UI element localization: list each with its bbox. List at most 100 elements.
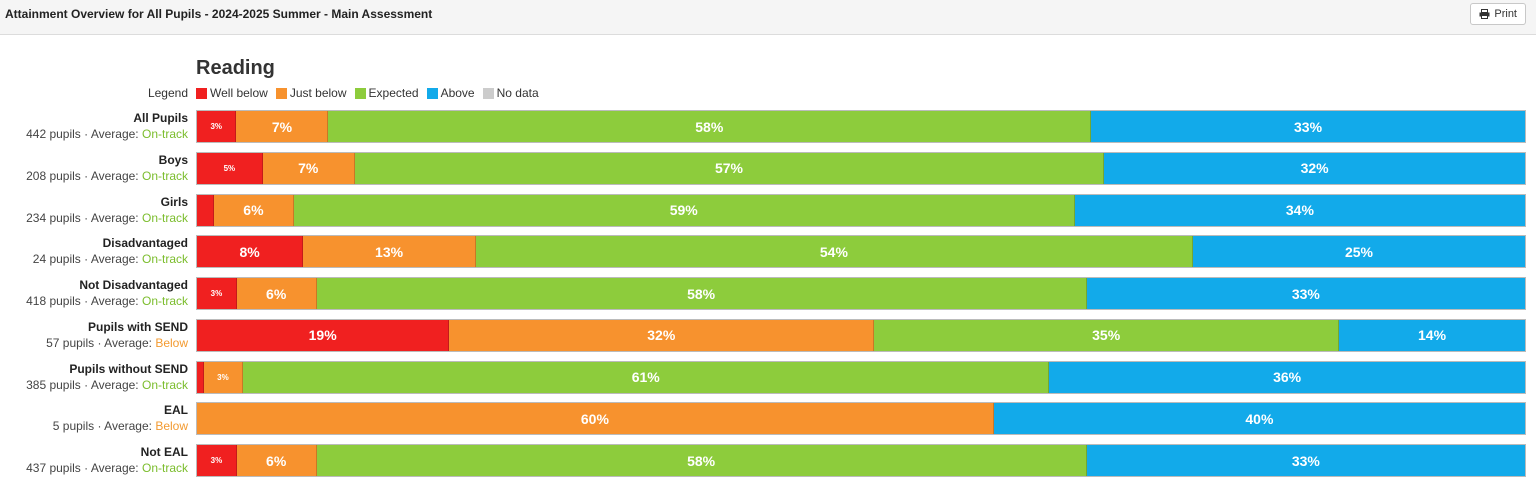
legend-item-well-below: Well below bbox=[196, 86, 268, 100]
bar-segment-above[interactable]: 14% bbox=[1339, 319, 1525, 351]
chart-rows: All Pupils 442 pupils · Average: On-track… bbox=[0, 110, 1536, 486]
bar-segment-expected[interactable]: 58% bbox=[316, 278, 1087, 309]
bar-segment-just-below[interactable]: 7% bbox=[262, 152, 355, 184]
bar-segment-just-below[interactable]: 7% bbox=[236, 111, 329, 142]
chart-row-not-eal: Not EAL 437 pupils · Average: On-track 3% 6… bbox=[0, 444, 1536, 486]
pupil-count: 418 pupils bbox=[26, 294, 81, 308]
bar-segment-just-below[interactable]: 6% bbox=[236, 278, 317, 309]
bar-segment-well-below[interactable]: 5% bbox=[197, 152, 263, 184]
average-label: Average: bbox=[90, 168, 142, 183]
stacked-bar[interactable]: 6% 59% 34% bbox=[196, 193, 1526, 227]
bar-segment-well-below[interactable]: 8% bbox=[197, 236, 304, 268]
group-name: Pupils with SEND bbox=[87, 319, 188, 334]
pupil-count: 208 pupils bbox=[26, 168, 81, 183]
average-label: Average: bbox=[104, 335, 156, 350]
bar-segment-above[interactable]: 33% bbox=[1086, 278, 1525, 309]
pupil-count: 24 pupils bbox=[32, 252, 81, 267]
bar-segment-just-below[interactable]: 13% bbox=[303, 236, 476, 268]
bar-segment-expected[interactable]: 61% bbox=[243, 361, 1050, 393]
bar-segment-well-below[interactable]: 19% bbox=[197, 319, 450, 351]
group-summary: 385 pupils · Average: On-track bbox=[0, 377, 188, 393]
bar-segment-well-below[interactable] bbox=[197, 194, 215, 226]
group-summary: 418 pupils · Average: On-track bbox=[0, 293, 188, 309]
stacked-bar[interactable]: 3% 7% 58% 33% bbox=[196, 110, 1526, 143]
group-name: Girls bbox=[160, 194, 188, 209]
bar-segment-above[interactable]: 33% bbox=[1091, 111, 1525, 142]
bar-segment-above[interactable]: 32% bbox=[1104, 152, 1525, 184]
chart-row-girls: Girls 234 pupils · Average: On-track 6% 59%… bbox=[0, 193, 1536, 236]
legend-label: Well below bbox=[210, 86, 268, 100]
average-status: On-track bbox=[141, 377, 188, 392]
average-status: On-track bbox=[141, 461, 188, 475]
separator: · bbox=[80, 377, 91, 392]
average-status: Below bbox=[155, 335, 188, 350]
group-name: EAL bbox=[164, 403, 188, 418]
chart-row-pupils-with-send: Pupils with SEND 57 pupils · Average: Bel… bbox=[0, 318, 1536, 361]
group-summary: 442 pupils · Average: On-track bbox=[0, 126, 188, 142]
bar-segment-above[interactable]: 33% bbox=[1086, 445, 1525, 476]
bar-segment-just-below[interactable]: 60% bbox=[197, 403, 994, 435]
bar-segment-well-below[interactable] bbox=[197, 361, 204, 393]
group-summary: 437 pupils · Average: On-track bbox=[0, 460, 188, 476]
stacked-bar[interactable]: 3% 61% 36% bbox=[196, 360, 1526, 394]
group-summary: 24 pupils · Average: On-track bbox=[0, 251, 188, 267]
legend-label: No data bbox=[496, 86, 539, 100]
row-label: EAL 5 pupils · Average: Below bbox=[0, 402, 188, 434]
chart-row-eal: EAL 5 pupils · Average: Below 60% 40% bbox=[0, 402, 1536, 444]
bar-segment-just-below[interactable]: 3% bbox=[203, 361, 244, 393]
stacked-bar[interactable]: 3% 6% 58% 33% bbox=[196, 277, 1526, 310]
average-status: On-track bbox=[141, 210, 188, 225]
bar-segment-well-below[interactable]: 3% bbox=[197, 278, 237, 309]
chart-row-all-pupils: All Pupils 442 pupils · Average: On-track… bbox=[0, 110, 1536, 152]
bar-segment-expected[interactable]: 54% bbox=[475, 236, 1193, 268]
pupil-count: 437 pupils bbox=[26, 461, 81, 475]
bar-segment-expected[interactable]: 57% bbox=[354, 152, 1105, 184]
separator: · bbox=[80, 461, 91, 475]
stacked-bar[interactable]: 8% 13% 54% 25% bbox=[196, 235, 1526, 269]
bar-segment-just-below[interactable]: 6% bbox=[236, 445, 317, 476]
row-label: Not EAL 437 pupils · Average: On-track bbox=[0, 444, 188, 476]
pupil-count: 57 pupils bbox=[46, 335, 95, 350]
average-label: Average: bbox=[90, 461, 142, 475]
header-bar: Attainment Overview for All Pupils - 202… bbox=[0, 0, 1536, 35]
pupil-count: 442 pupils bbox=[26, 127, 81, 141]
bar-segment-above[interactable]: 36% bbox=[1049, 361, 1525, 393]
bar-segment-above[interactable]: 25% bbox=[1192, 236, 1525, 268]
stacked-bar[interactable]: 5% 7% 57% 32% bbox=[196, 151, 1526, 185]
legend-label: Above bbox=[440, 86, 475, 100]
stacked-bar[interactable]: 3% 6% 58% 33% bbox=[196, 444, 1526, 477]
row-label: Pupils with SEND 57 pupils · Average: Bel… bbox=[0, 319, 188, 351]
group-summary: 208 pupils · Average: On-track bbox=[0, 168, 188, 184]
bar-segment-above[interactable]: 40% bbox=[993, 403, 1525, 435]
print-button-label: Print bbox=[1494, 8, 1517, 20]
chart-row-pupils-without-send: Pupils without SEND 385 pupils · Average:… bbox=[0, 360, 1536, 403]
stacked-bar[interactable]: 19% 32% 35% 14% bbox=[196, 318, 1526, 352]
row-label: Not Disadvantaged 418 pupils · Average: O… bbox=[0, 277, 188, 309]
legend-label: Just below bbox=[289, 86, 347, 100]
bar-segment-just-below[interactable]: 6% bbox=[214, 194, 294, 226]
bar-segment-expected[interactable]: 58% bbox=[316, 445, 1087, 476]
bar-segment-just-below[interactable]: 32% bbox=[449, 319, 875, 351]
legend-label: Expected bbox=[368, 86, 419, 100]
stacked-bar[interactable]: 60% 40% bbox=[196, 402, 1526, 436]
bar-segment-above[interactable]: 34% bbox=[1074, 194, 1525, 226]
legend-swatch bbox=[196, 87, 207, 99]
bar-segment-well-below[interactable]: 3% bbox=[197, 111, 237, 142]
group-summary: 5 pupils · Average: Below bbox=[0, 418, 188, 434]
row-label: Disadvantaged 24 pupils · Average: On-tra… bbox=[0, 235, 188, 267]
separator: · bbox=[80, 252, 91, 267]
pupil-count: 234 pupils bbox=[26, 210, 81, 225]
legend-title: Legend bbox=[147, 86, 188, 100]
group-name: Not Disadvantaged bbox=[79, 278, 188, 292]
legend-item-expected: Expected bbox=[354, 86, 419, 100]
bar-segment-well-below[interactable]: 3% bbox=[197, 445, 237, 476]
bar-segment-expected[interactable]: 58% bbox=[328, 111, 1092, 142]
average-label: Average: bbox=[90, 127, 142, 141]
bar-segment-expected[interactable]: 35% bbox=[874, 319, 1340, 351]
legend-swatch bbox=[275, 87, 287, 99]
chart-row-not-disadvantaged: Not Disadvantaged 418 pupils · Average: O… bbox=[0, 277, 1536, 319]
chart-title: Reading bbox=[196, 57, 275, 79]
bar-segment-expected[interactable]: 59% bbox=[293, 194, 1075, 226]
average-label: Average: bbox=[90, 210, 142, 225]
print-button[interactable]: Print bbox=[1470, 3, 1526, 25]
